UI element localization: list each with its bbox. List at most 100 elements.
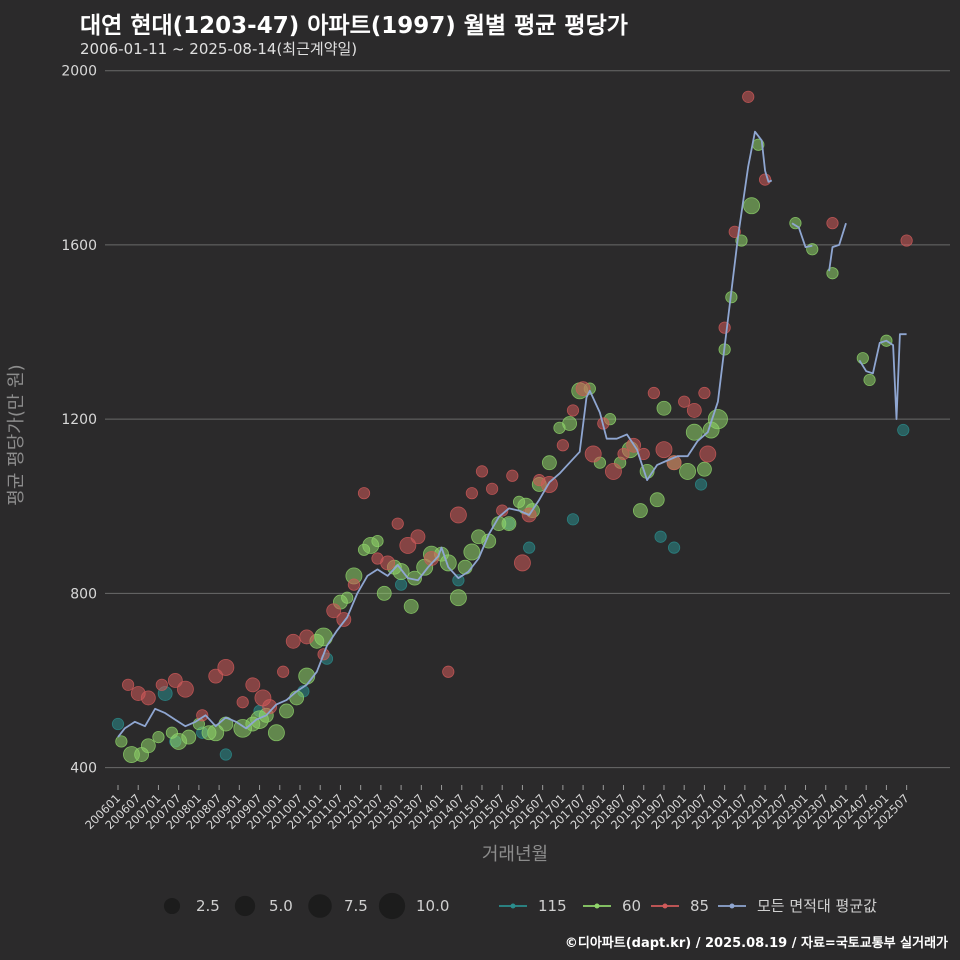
scatter-point-60 [371,534,384,548]
scatter-point-85 [465,487,478,500]
scatter-point-85 [245,677,261,693]
scatter-point-85 [647,386,660,400]
scatter-point-60 [152,730,165,744]
y-tick-label: 1200 [61,412,97,428]
scatter-point-60 [743,197,761,215]
scatter-point-60 [789,217,802,230]
scatter-point-60 [696,461,712,477]
scatter-point-85 [566,404,580,417]
scatter-point-85 [513,554,531,572]
scatter-point-60 [449,589,467,607]
scatter-point-85 [449,506,467,524]
scatter-point-85 [604,462,622,480]
average-line-group [117,130,907,738]
scatter-point-85 [686,403,702,418]
scatter-point-85 [496,504,509,517]
color-legend-dot [662,903,668,909]
scatter-point-115 [667,541,681,554]
size-legend-dot [163,897,181,915]
scatter-point-60 [207,724,225,742]
scatter-point-60 [632,503,648,519]
scatter-point-85 [826,217,839,230]
scatter-point-115 [694,478,708,491]
scatter-point-85 [410,529,426,545]
y-axis-ticks: 400 800 1200 1600 2000 [61,64,97,777]
average-line [828,222,847,272]
scatter-point-115 [111,717,125,731]
scatter-point-85 [122,678,135,691]
scatter-point-60 [181,729,197,745]
color-legend-dot [729,903,735,909]
scatter-point-85 [655,441,673,459]
scatter-point-85 [442,665,455,678]
scatter-point-60 [541,455,557,471]
y-tick-label: 2000 [61,64,97,80]
size-legend-dot [308,894,332,918]
scatter-point-115 [897,423,910,437]
scatter-point-85 [277,665,290,678]
scatter-point-85 [900,234,913,247]
scatter-point-60 [376,585,392,601]
scatter-point-115 [452,574,465,587]
scatter-point-60 [656,400,672,416]
scatter-point-85 [506,469,519,482]
y-axis-label: 평균 평당가(만 원) [6,364,27,505]
scatter-point-85 [399,537,417,554]
size-legend-label: 10.0 [416,897,449,915]
scatter-point-85 [424,551,439,566]
scatter-point-115 [654,530,667,543]
scatter-point-85 [299,629,315,645]
scatter-point-85 [140,690,156,706]
scatter-point-60 [806,243,819,256]
color-legend-label: 115 [538,897,567,915]
source-credit: ©디아파트(dapt.kr) / 2025.08.19 / 자료=국토교통부 실… [564,936,948,951]
scatter-point-60 [501,516,517,532]
scatter-point-85 [698,386,711,400]
scatter-point-60 [649,492,665,508]
color-legend-dot [594,903,600,909]
x-axis-ticks: 2006012006072007012007072008012008072009… [82,785,912,832]
scatter-point-85 [357,487,371,500]
color-legend-label: 60 [622,897,641,915]
color-legend-label: 모든 면적대 평균값 [757,897,877,915]
scatter-point-60 [267,724,285,742]
scatter-point-60 [562,416,578,431]
color-legend-label: 85 [690,897,709,915]
legend: 2.5 5.0 7.5 10.0 115 60 85 모든 면적대 평균값 [163,892,877,920]
scatter-point-60 [115,735,128,748]
scatter-point-115 [523,541,536,554]
scatter-point-60 [140,738,156,754]
scatter-point-115 [394,578,408,591]
average-line [858,333,907,421]
scatter-point-85 [217,658,235,676]
scatter-point-115 [566,513,580,526]
scatter-point-85 [742,90,755,103]
size-legend-dot [234,895,256,917]
scatter-point-85 [176,680,194,698]
size-legend-label: 7.5 [344,897,368,915]
scatter-point-60 [463,543,481,561]
x-axis-label: 거래년월 [482,844,548,865]
scatter-point-60 [289,690,305,706]
scatter-point-60 [679,462,697,480]
scatter-point-85 [718,321,731,334]
scatter-point-60 [403,599,419,614]
scatter-point-60 [856,352,869,365]
size-legend-dot [378,892,406,920]
scatter-point-85 [155,678,168,691]
scatter-points [111,90,913,763]
y-tick-label: 1600 [61,238,97,254]
size-legend-label: 5.0 [269,897,293,915]
scatter-point-85 [575,381,591,397]
scatter-point-85 [262,699,278,715]
scatter-point-85 [236,696,249,709]
scatter-point-85 [584,445,602,463]
scatter-point-85 [540,476,558,493]
scatter-point-60 [685,423,703,441]
scatter-point-85 [699,445,717,463]
scatter-point-115 [219,748,232,761]
scatter-point-60 [439,554,457,572]
scatter-point-85 [475,465,489,478]
scatter-point-85 [285,633,301,649]
